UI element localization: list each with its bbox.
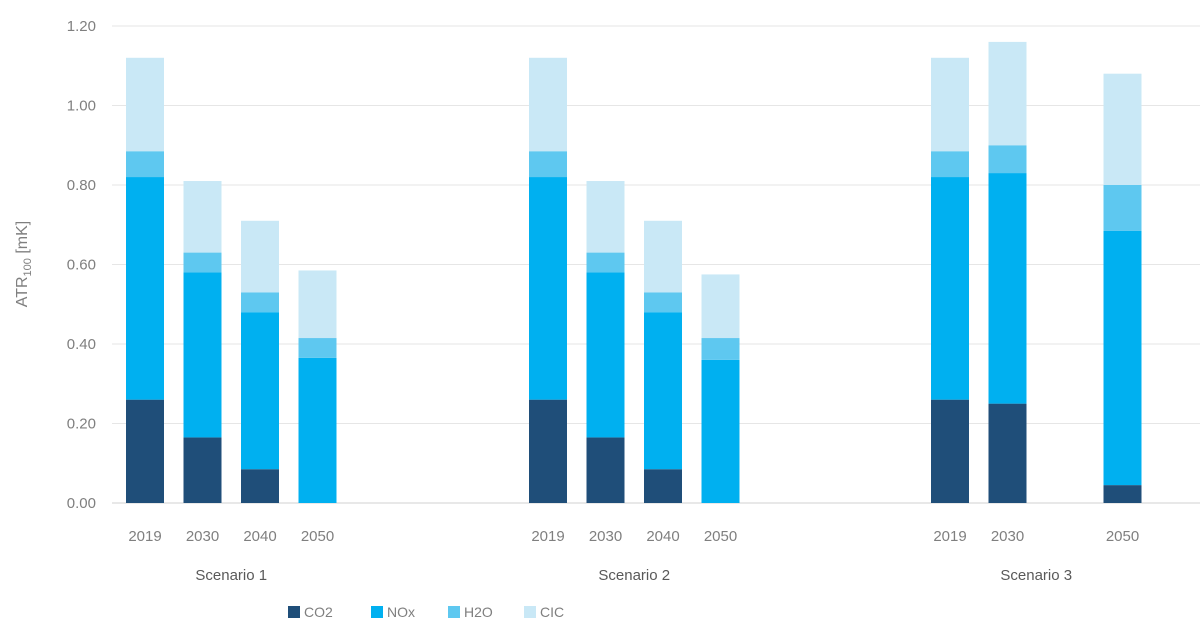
bar-segment-cic — [586, 181, 625, 253]
legend-swatch-cic — [524, 606, 536, 618]
x-tick-label: 2050 — [301, 528, 334, 545]
legend-label-nox: NOx — [387, 604, 415, 620]
bar-segment-cic — [1103, 73, 1142, 185]
legend-label-h2o: H2O — [464, 604, 493, 620]
bar-segment-h2o — [988, 145, 1027, 174]
bar-segment-h2o — [586, 252, 625, 273]
bar-segment-nox — [298, 357, 337, 503]
bar-segment-nox — [988, 173, 1027, 404]
x-tick-label: 2030 — [186, 528, 219, 545]
x-tick-label: 2019 — [933, 528, 966, 545]
y-tick-label: 0.80 — [67, 177, 96, 194]
bar-segment-h2o — [529, 151, 567, 178]
y-tick-label: 0.00 — [67, 495, 96, 512]
bar-segment-nox — [586, 272, 625, 438]
bar-segment-h2o — [183, 252, 222, 273]
bar-segment-co2 — [644, 469, 682, 503]
y-tick-label: 1.00 — [67, 98, 96, 115]
bar-segment-h2o — [126, 151, 164, 178]
bar-segment-co2 — [126, 399, 164, 503]
x-tick-label: 2040 — [646, 528, 679, 545]
bar-segment-nox — [644, 312, 682, 470]
bar-segment-co2 — [183, 437, 222, 503]
bar-segment-h2o — [241, 292, 279, 313]
bar-segment-cic — [298, 270, 337, 339]
y-tick-label: 0.60 — [67, 257, 96, 274]
legend-swatch-nox — [371, 606, 383, 618]
x-axis-labels: 2019 2030 2040 2050 Scenario 1 2019 2030 2040 20… — [128, 528, 1139, 584]
bars — [126, 41, 1142, 503]
bar-segment-nox — [241, 312, 279, 470]
x-tick-label: 2019 — [531, 528, 564, 545]
legend-swatch-h2o — [448, 606, 460, 618]
bar-segment-h2o — [931, 151, 969, 178]
x-tick-label: 2040 — [243, 528, 276, 545]
bar-segment-h2o — [701, 338, 740, 360]
y-tick-label: 0.40 — [67, 336, 96, 353]
legend-label-co2: CO2 — [304, 604, 333, 620]
x-tick-label: 2030 — [589, 528, 622, 545]
bar-segment-co2 — [1103, 485, 1142, 503]
bar-segment-cic — [529, 57, 567, 152]
legend: CO2 NOx H2O CIC — [288, 604, 564, 620]
bar-segment-nox — [701, 359, 740, 503]
x-tick-label: 2050 — [704, 528, 737, 545]
bar-segment-nox — [183, 272, 222, 438]
bar-segment-cic — [931, 57, 969, 152]
bar-segment-nox — [1103, 230, 1142, 486]
legend-swatch-co2 — [288, 606, 300, 618]
y-axis-ticks: 0.00 0.20 0.40 0.60 0.80 1.00 1.20 — [67, 18, 96, 512]
bar-segment-h2o — [644, 292, 682, 313]
bar-segment-h2o — [298, 338, 337, 358]
legend-label-cic: CIC — [540, 604, 564, 620]
group-label: Scenario 3 — [1000, 567, 1072, 584]
bar-segment-cic — [701, 274, 740, 339]
bar-segment-cic — [126, 57, 164, 152]
bar-segment-co2 — [931, 399, 969, 503]
x-tick-label: 2030 — [991, 528, 1024, 545]
bar-segment-cic — [241, 220, 279, 293]
group-label: Scenario 2 — [598, 567, 670, 584]
bar-segment-nox — [931, 177, 969, 400]
bar-segment-cic — [988, 41, 1027, 146]
group-label: Scenario 1 — [195, 567, 267, 584]
x-tick-label: 2050 — [1106, 528, 1139, 545]
bar-segment-nox — [126, 177, 164, 400]
bar-segment-co2 — [241, 469, 279, 503]
y-tick-label: 1.20 — [67, 18, 96, 35]
y-tick-label: 0.20 — [67, 416, 96, 433]
bar-segment-co2 — [988, 403, 1027, 503]
bar-segment-cic — [183, 181, 222, 253]
bar-segment-nox — [529, 177, 567, 400]
bar-segment-co2 — [586, 437, 625, 503]
bar-segment-cic — [644, 220, 682, 293]
x-tick-label: 2019 — [128, 528, 161, 545]
bar-segment-h2o — [1103, 185, 1142, 231]
y-axis-title: ATR100 [mK] — [14, 221, 34, 308]
bar-segment-co2 — [529, 399, 567, 503]
